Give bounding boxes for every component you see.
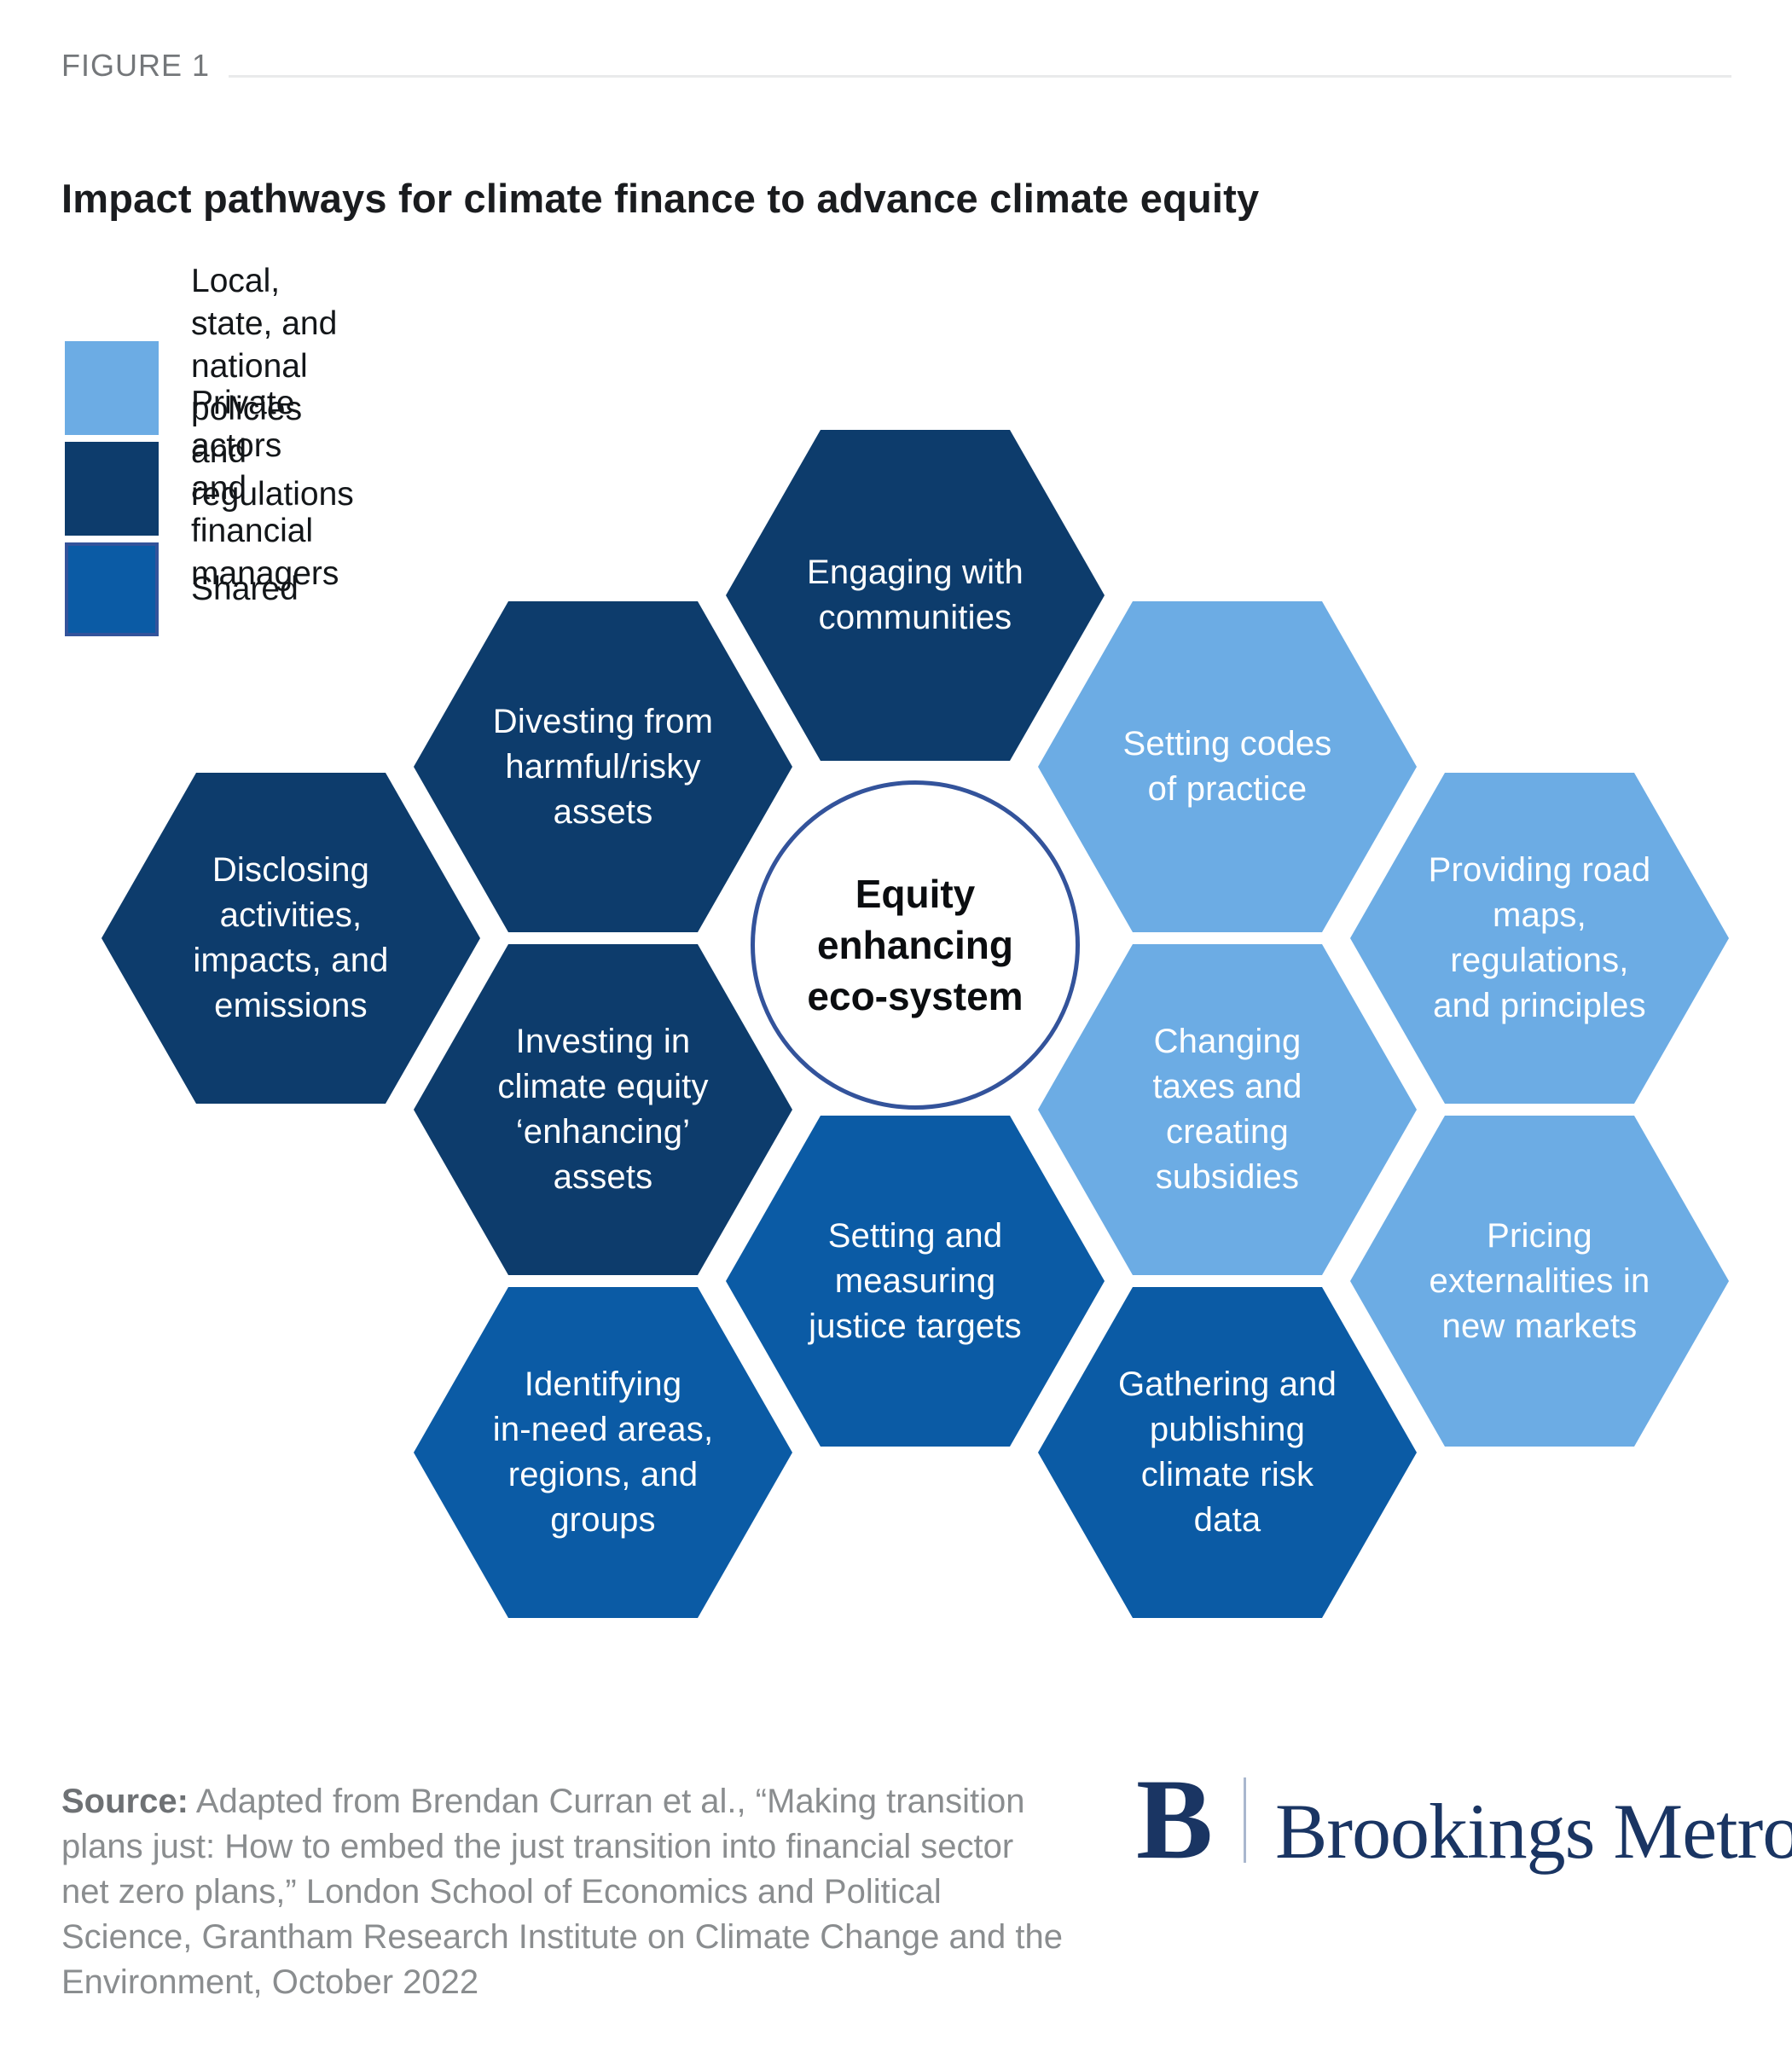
legend-swatch-private-actors (65, 442, 159, 536)
hexagon-investing-climate-equity-assets: Investing in climate equity ‘enhancing’ … (414, 944, 792, 1275)
hexagon-label: Providing road maps, regulations, and pr… (1428, 851, 1651, 1024)
legend-label-private-actors: Private actors and financial managers (191, 385, 339, 592)
hexagon-label: Disclosing activities, impacts, and emis… (193, 851, 389, 1024)
source-note: Source: Adapted from Brendan Curran et a… (61, 1779, 1064, 2005)
hexagon-engaging-with-communities: Engaging with communities (726, 430, 1105, 761)
hexagon-label: Identifying in-need areas, regions, and … (492, 1366, 714, 1539)
hexagon-gathering-publishing-climate-risk-data: Gathering and publishing climate risk da… (1038, 1287, 1417, 1618)
hexagon-changing-taxes-creating-subsidies: Changing taxes and creating subsidies (1038, 944, 1417, 1275)
hexagon-providing-road-maps-regulations-principles: Providing road maps, regulations, and pr… (1350, 773, 1729, 1104)
hexagon-identifying-in-need-areas-regions-groups: Identifying in-need areas, regions, and … (414, 1287, 792, 1618)
hexagon-setting-codes-of-practice: Setting codes of practice (1038, 601, 1417, 932)
center-circle-label: Equity enhancing eco-system (807, 872, 1024, 1018)
logo-letter-b: B (1136, 1756, 1214, 1883)
legend-label-policies: Local, state, and national policies and … (191, 263, 354, 513)
center-circle: Equity enhancing eco-system (751, 780, 1080, 1110)
legend-swatch-policies (65, 341, 159, 435)
hexagon-setting-measuring-justice-targets: Setting and measuring justice targets (726, 1116, 1105, 1447)
hexagon-label: Pricing externalities in new markets (1429, 1216, 1650, 1345)
hexagon-label: Divesting from harmful/risky assets (492, 702, 714, 831)
hexagon-disclosing-activities-impacts-emissions: Disclosing activities, impacts, and emis… (101, 773, 480, 1104)
legend-label-shared: Shared (191, 571, 299, 607)
source-label: Source: (61, 1783, 188, 1820)
page-title: Impact pathways for climate finance to a… (61, 176, 1260, 221)
hexagon-label: Gathering and publishing climate risk da… (1117, 1366, 1337, 1539)
legend-item-shared: Shared (65, 542, 299, 636)
figure-rule (229, 75, 1731, 78)
hexagon-label: Setting codes of practice (1122, 725, 1332, 808)
logo-wordmark: Brookings Metro (1275, 1788, 1792, 1875)
legend-item-policies: Local, state, and national policies and … (65, 263, 354, 513)
hexagon-divesting-harmful-risky-assets: Divesting from harmful/risky assets (414, 601, 792, 932)
legend-item-private-actors: Private actors and financial managers (65, 385, 339, 592)
legend-swatch-shared (65, 542, 159, 636)
source-text: Adapted from Brendan Curran et al., “Mak… (61, 1783, 1063, 2001)
hexagon-label: Setting and measuring justice targets (809, 1216, 1022, 1345)
figure-label: FIGURE 1 (61, 48, 211, 83)
hexagon-pricing-externalities-new-markets: Pricing externalities in new markets (1350, 1116, 1729, 1447)
hexagon-label: Investing in climate equity ‘enhancing’ … (497, 1023, 709, 1196)
hexagon-label: Changing taxes and creating subsidies (1152, 1023, 1302, 1196)
brookings-logo: B Brookings Metro (1136, 1762, 1792, 1877)
hexagon-label: Engaging with communities (807, 554, 1024, 636)
logo-divider (1244, 1777, 1247, 1863)
